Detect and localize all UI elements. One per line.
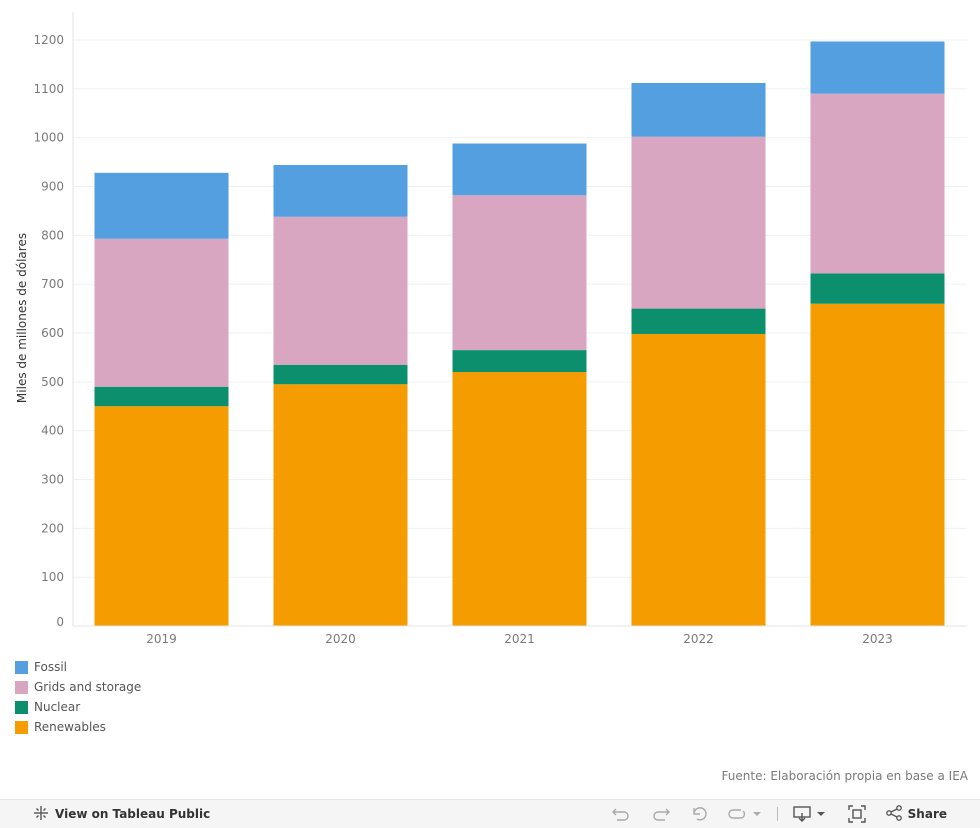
tableau-toolbar: View on Tableau Public bbox=[0, 799, 980, 828]
stacked-bar-chart: 0 100 200 300 400 500 600 700 800 900 1000 1100 1200… bbox=[15, 12, 967, 646]
bar-nuclear-2021[interactable] bbox=[452, 350, 587, 373]
revert-icon[interactable] bbox=[691, 804, 711, 824]
y-tick-label: 300 bbox=[41, 473, 64, 487]
share-label: Share bbox=[907, 807, 947, 821]
bar-renewables-2021[interactable] bbox=[452, 372, 587, 626]
pause-dropdown-chevron-icon[interactable] bbox=[751, 804, 763, 824]
legend-label: Fossil bbox=[34, 660, 67, 674]
y-axis-title: Miles de millones de dólares bbox=[15, 233, 29, 403]
x-tick-label: 2019 bbox=[146, 632, 177, 646]
legend-item-grids-and-storage[interactable]: Grids and storage bbox=[15, 677, 141, 697]
legend-swatch bbox=[15, 700, 28, 714]
y-tick-label: 1000 bbox=[33, 131, 64, 145]
x-tick-label: 2022 bbox=[683, 632, 714, 646]
y-tick-label: 0 bbox=[56, 615, 64, 629]
refresh-icon[interactable] bbox=[727, 804, 747, 824]
bar-grids-and-storage-2019[interactable] bbox=[94, 238, 229, 387]
toolbar-divider bbox=[776, 807, 778, 821]
bar-fossil-2023[interactable] bbox=[810, 41, 945, 94]
bar-grids-and-storage-2021[interactable] bbox=[452, 195, 587, 351]
y-tick-label: 1200 bbox=[33, 33, 64, 47]
legend-item-nuclear[interactable]: Nuclear bbox=[15, 697, 141, 717]
bar-nuclear-2023[interactable] bbox=[810, 273, 945, 304]
bar-renewables-2020[interactable] bbox=[273, 384, 408, 626]
bar-nuclear-2020[interactable] bbox=[273, 364, 408, 385]
view-on-tableau-public-link[interactable]: View on Tableau Public bbox=[33, 805, 210, 824]
y-tick-label: 200 bbox=[41, 521, 64, 535]
view-on-tableau-public-label: View on Tableau Public bbox=[55, 807, 211, 821]
legend-swatch bbox=[15, 660, 28, 674]
bar-grids-and-storage-2023[interactable] bbox=[810, 93, 945, 274]
bar-renewables-2019[interactable] bbox=[94, 406, 229, 626]
y-tick-label: 100 bbox=[41, 570, 64, 584]
bar-fossil-2021[interactable] bbox=[452, 143, 587, 196]
y-tick-label: 1100 bbox=[33, 82, 64, 96]
redo-icon[interactable] bbox=[651, 804, 671, 824]
y-axis: 0 100 200 300 400 500 600 700 800 900 1000 1100 1200 bbox=[33, 12, 74, 629]
y-tick-label: 600 bbox=[41, 326, 64, 340]
legend-label: Grids and storage bbox=[34, 680, 142, 694]
bar-fossil-2019[interactable] bbox=[94, 172, 229, 239]
y-tick-label: 500 bbox=[41, 375, 64, 389]
source-note: Fuente: Elaboración propia en base a IEA bbox=[721, 769, 968, 783]
fullscreen-icon[interactable] bbox=[847, 804, 866, 824]
y-tick-label: 900 bbox=[41, 180, 64, 194]
download-icon[interactable] bbox=[792, 804, 812, 824]
legend-item-renewables[interactable]: Renewables bbox=[15, 717, 141, 737]
share-button[interactable]: Share bbox=[885, 804, 947, 824]
x-axis: 2019 2020 2021 2022 2023 bbox=[73, 625, 967, 646]
y-tick-label: 700 bbox=[41, 277, 64, 291]
x-tick-label: 2021 bbox=[504, 632, 535, 646]
bar-nuclear-2019[interactable] bbox=[94, 386, 229, 407]
x-tick-label: 2020 bbox=[325, 632, 356, 646]
x-tick-label: 2023 bbox=[862, 632, 893, 646]
bar-nuclear-2022[interactable] bbox=[631, 308, 766, 334]
legend-item-fossil[interactable]: Fossil bbox=[15, 657, 141, 677]
bars bbox=[94, 41, 945, 626]
bar-renewables-2022[interactable] bbox=[631, 333, 766, 626]
bar-renewables-2023[interactable] bbox=[810, 303, 945, 626]
legend-swatch bbox=[15, 720, 28, 734]
legend-swatch bbox=[15, 680, 28, 694]
undo-icon[interactable] bbox=[611, 804, 631, 824]
tableau-logo-icon bbox=[33, 805, 49, 824]
bar-grids-and-storage-2020[interactable] bbox=[273, 216, 408, 365]
bar-fossil-2020[interactable] bbox=[273, 165, 408, 217]
bar-grids-and-storage-2022[interactable] bbox=[631, 136, 766, 309]
legend: Fossil Grids and storage Nuclear Renewables bbox=[15, 657, 141, 737]
bar-fossil-2022[interactable] bbox=[631, 82, 766, 137]
download-dropdown-chevron-icon[interactable] bbox=[816, 804, 826, 824]
share-icon bbox=[885, 804, 902, 824]
y-tick-label: 400 bbox=[41, 424, 64, 438]
legend-label: Nuclear bbox=[34, 700, 81, 714]
legend-label: Renewables bbox=[34, 720, 106, 734]
y-tick-label: 800 bbox=[41, 228, 64, 242]
